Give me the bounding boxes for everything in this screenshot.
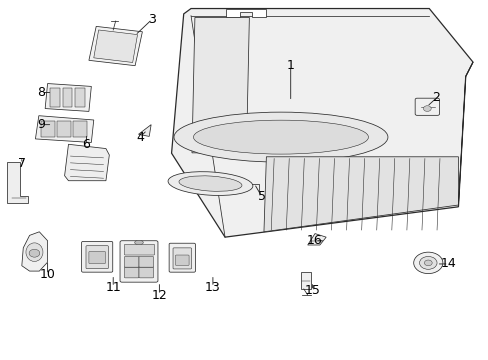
- Ellipse shape: [193, 120, 368, 154]
- Text: 9: 9: [37, 118, 45, 131]
- Text: 4: 4: [136, 131, 143, 144]
- Text: 13: 13: [204, 281, 220, 294]
- Ellipse shape: [168, 172, 252, 195]
- FancyBboxPatch shape: [173, 248, 191, 269]
- Ellipse shape: [26, 243, 43, 261]
- Polygon shape: [35, 116, 94, 143]
- Text: 5: 5: [257, 190, 265, 203]
- Polygon shape: [458, 62, 472, 205]
- Polygon shape: [138, 125, 151, 136]
- Polygon shape: [171, 9, 472, 237]
- FancyBboxPatch shape: [139, 267, 153, 278]
- Polygon shape: [73, 121, 87, 137]
- Polygon shape: [41, 121, 55, 137]
- Text: 12: 12: [151, 288, 167, 302]
- Circle shape: [424, 260, 431, 266]
- Text: 11: 11: [105, 281, 121, 294]
- Polygon shape: [57, 121, 71, 137]
- FancyBboxPatch shape: [89, 251, 105, 264]
- Polygon shape: [192, 18, 249, 153]
- Polygon shape: [300, 272, 310, 289]
- Ellipse shape: [134, 240, 143, 245]
- Polygon shape: [264, 157, 458, 232]
- Polygon shape: [225, 9, 266, 18]
- Polygon shape: [50, 88, 60, 107]
- Text: 3: 3: [148, 13, 156, 26]
- FancyBboxPatch shape: [81, 242, 113, 272]
- FancyBboxPatch shape: [169, 243, 195, 272]
- Text: 15: 15: [304, 284, 320, 297]
- Text: 8: 8: [37, 86, 45, 99]
- FancyBboxPatch shape: [124, 256, 139, 267]
- FancyBboxPatch shape: [139, 256, 153, 267]
- Polygon shape: [62, 88, 72, 107]
- Polygon shape: [94, 30, 137, 63]
- FancyBboxPatch shape: [414, 98, 439, 115]
- Polygon shape: [75, 88, 85, 107]
- FancyBboxPatch shape: [86, 246, 108, 269]
- FancyBboxPatch shape: [175, 255, 189, 265]
- FancyBboxPatch shape: [124, 244, 154, 255]
- Text: 16: 16: [306, 234, 322, 247]
- Ellipse shape: [179, 176, 242, 191]
- Circle shape: [413, 252, 442, 274]
- Text: 14: 14: [440, 257, 456, 270]
- Ellipse shape: [174, 112, 387, 162]
- Text: 6: 6: [82, 138, 90, 151]
- Text: 7: 7: [18, 157, 26, 170]
- FancyBboxPatch shape: [124, 267, 139, 278]
- Text: 1: 1: [286, 59, 294, 72]
- Circle shape: [423, 106, 430, 111]
- Polygon shape: [307, 234, 325, 245]
- Circle shape: [29, 249, 40, 257]
- Polygon shape: [45, 84, 91, 111]
- Text: 2: 2: [432, 91, 440, 104]
- Circle shape: [419, 256, 436, 269]
- Polygon shape: [7, 162, 28, 203]
- Text: 10: 10: [40, 268, 56, 281]
- Polygon shape: [89, 26, 142, 66]
- Polygon shape: [22, 232, 47, 271]
- Polygon shape: [64, 144, 109, 181]
- FancyBboxPatch shape: [120, 241, 158, 282]
